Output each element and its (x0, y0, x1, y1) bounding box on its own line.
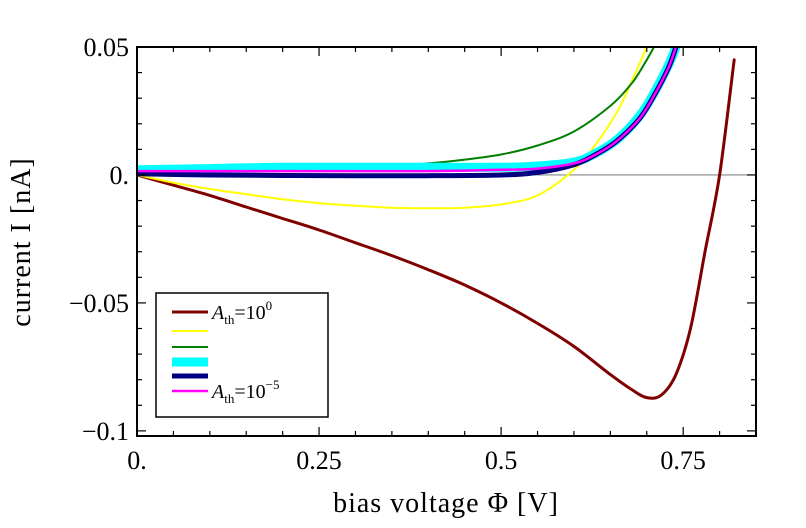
x-tick-label: 0. (127, 446, 147, 475)
y-tick-label: −0.05 (69, 289, 129, 318)
series-line-1 (137, 58, 736, 400)
legend-item: Ath=10−5 (172, 377, 279, 406)
x-tick-label: 0.75 (660, 446, 706, 475)
y-axis-label: current I [nA] (6, 157, 37, 326)
legend-box (155, 292, 329, 418)
legend-label: Ath=10−5 (210, 377, 279, 406)
legend: Ath=100 Ath=10−5 (155, 292, 329, 418)
series-line-6 (137, 47, 678, 173)
plot-frame (136, 46, 757, 437)
legend-label: Ath=100 (210, 298, 272, 327)
series-line-2 (137, 47, 648, 210)
x-axis-label: bias voltage Φ [V] (333, 488, 559, 519)
y-tick-label: 0.05 (84, 33, 130, 62)
tick-labels: 0. 0.25 0.5 0.75 0.05 0. −0.05 −0.1 (69, 33, 706, 475)
y-tick-label: −0.1 (82, 417, 129, 446)
x-tick-label: 0.25 (296, 446, 342, 475)
y-tick-label: 0. (110, 161, 130, 190)
series-group (137, 47, 736, 400)
x-tick-label: 0.5 (485, 446, 518, 475)
legend-items: Ath=100 Ath=10−5 (172, 298, 279, 406)
legend-item: Ath=100 (172, 298, 272, 327)
